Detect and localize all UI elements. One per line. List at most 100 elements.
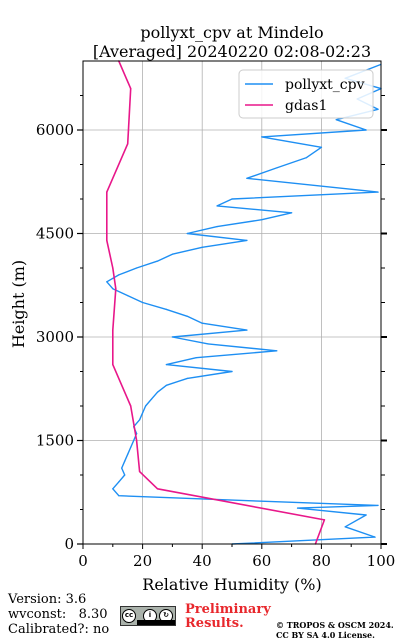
calibrated-text: Calibrated?: no	[8, 622, 110, 637]
data-point-pollyxt	[165, 308, 168, 310]
data-point-pollyxt	[276, 350, 278, 352]
data-point-pollyxt	[377, 191, 379, 193]
x-tick-label: 80	[312, 552, 331, 570]
data-point-pollyxt	[186, 232, 188, 235]
data-point-pollyxt	[112, 488, 114, 490]
data-point-pollyxt	[156, 391, 159, 393]
data-point-pollyxt	[124, 474, 126, 476]
legend-label-pollyxt: pollyxt_cpv	[285, 77, 365, 93]
data-point-pollyxt	[144, 405, 147, 407]
data-point-pollyxt	[246, 329, 248, 331]
legend-box	[238, 69, 374, 119]
data-point-pollyxt	[216, 226, 218, 228]
copyright-line-1: © TROPOS & OSCM 2024.	[276, 620, 394, 630]
data-point-pollyxt	[261, 219, 263, 221]
data-point-pollyxt	[320, 146, 322, 148]
data-point-pollyxt	[118, 481, 120, 483]
data-point-pollyxt	[121, 467, 123, 469]
x-tick-label: 0	[78, 552, 88, 570]
data-point-pollyxt	[296, 507, 299, 509]
x-tick-label: 20	[133, 552, 152, 570]
data-point-pollyxt	[156, 260, 159, 262]
data-point-gdas1	[138, 470, 141, 473]
data-point-pollyxt	[165, 384, 168, 386]
data-point-pollyxt	[186, 377, 188, 379]
data-point-pollyxt	[365, 514, 367, 516]
legend-label-gdas1: gdas1	[285, 98, 327, 114]
data-point-pollyxt	[136, 433, 138, 435]
data-point-pollyxt	[261, 136, 263, 138]
data-point-pollyxt	[377, 108, 379, 110]
data-point-pollyxt	[127, 295, 129, 297]
data-point-pollyxt	[276, 167, 278, 169]
preliminary-line-1: Preliminary	[185, 602, 271, 617]
data-point-pollyxt	[365, 129, 367, 131]
data-point-pollyxt	[133, 439, 135, 442]
data-point-gdas1	[156, 488, 159, 490]
y-tick-label: 6000	[36, 121, 74, 139]
data-point-pollyxt	[118, 495, 120, 497]
data-point-pollyxt	[207, 343, 209, 345]
x-tick-label: 40	[193, 552, 212, 570]
data-point-pollyxt	[127, 453, 129, 455]
preliminary-note: Preliminary Results.	[185, 603, 271, 631]
footer-info: Version: 3.6 wvconst: 8.30 Calibrated?: …	[8, 592, 109, 637]
data-point-gdas1	[115, 288, 117, 290]
data-point-pollyxt	[150, 398, 153, 400]
data-point-gdas1	[112, 329, 114, 331]
data-point-gdas1	[127, 398, 129, 400]
data-point-pollyxt	[201, 246, 203, 248]
y-tick-label: 4500	[36, 225, 74, 243]
chart-series	[106, 60, 382, 545]
data-point-pollyxt	[201, 322, 203, 324]
data-point-gdas1	[106, 239, 108, 242]
data-point-gdas1	[129, 405, 132, 407]
data-point-pollyxt	[216, 205, 218, 207]
data-point-gdas1	[135, 439, 138, 442]
data-point-pollyxt	[186, 315, 188, 317]
preliminary-line-2: Results.	[185, 616, 244, 631]
y-axis-label: Height (m)	[9, 260, 28, 348]
data-point-pollyxt	[124, 460, 126, 462]
data-point-pollyxt	[291, 212, 293, 214]
chart-ticks: 0 20 40 60 80 100 0 1500 3000 4500 6000	[36, 95, 396, 570]
data-point-gdas1	[129, 87, 132, 90]
data-point-pollyxt	[142, 301, 144, 304]
data-point-pollyxt	[231, 198, 233, 200]
rh-profile-chart: 0 20 40 60 80 100 0 1500 3000 4500 6000 pollyxt_cp…	[9, 23, 396, 594]
series-line-pollyxt	[106, 63, 382, 545]
data-point-pollyxt	[171, 253, 173, 255]
data-point-pollyxt	[374, 536, 376, 538]
data-point-pollyxt	[139, 419, 141, 421]
copyright-line-2: CC BY SA 4.0 License.	[276, 630, 375, 640]
data-point-pollyxt	[377, 504, 379, 506]
data-point-gdas1	[106, 191, 108, 193]
y-tick-label: 3000	[36, 328, 74, 346]
data-point-pollyxt	[246, 177, 248, 179]
data-point-pollyxt	[118, 274, 120, 276]
data-point-gdas1	[112, 267, 114, 269]
data-point-gdas1	[323, 519, 326, 521]
data-point-pollyxt	[335, 119, 337, 121]
data-point-pollyxt	[195, 357, 197, 359]
chart-title: pollyxt_cpv at Mindelo	[140, 23, 323, 42]
data-point-pollyxt	[344, 526, 346, 528]
y-tick-label: 1500	[36, 432, 74, 450]
copyright-note: © TROPOS & OSCM 2024. CC BY SA 4.0 Licen…	[276, 620, 394, 640]
wvconst-text: wvconst: 8.30	[8, 607, 108, 622]
data-point-gdas1	[127, 143, 129, 145]
data-point-gdas1	[112, 363, 114, 366]
data-point-pollyxt	[142, 412, 144, 414]
chart-subtitle: [Averaged] 20240220 02:08-02:23	[93, 42, 371, 61]
data-point-pollyxt	[261, 500, 263, 502]
data-point-pollyxt	[171, 336, 173, 338]
chart-legend: pollyxt_cpv gdas1	[238, 69, 374, 119]
y-tick-label: 0	[64, 535, 74, 553]
x-axis-label: Relative Humidity (%)	[142, 575, 321, 594]
data-point-pollyxt	[246, 239, 248, 241]
cc-license-icon: cc i ↻	[120, 606, 176, 626]
x-tick-label: 100	[367, 552, 396, 570]
data-point-pollyxt	[305, 157, 308, 159]
data-point-pollyxt	[231, 370, 233, 373]
data-point-pollyxt	[112, 288, 114, 290]
